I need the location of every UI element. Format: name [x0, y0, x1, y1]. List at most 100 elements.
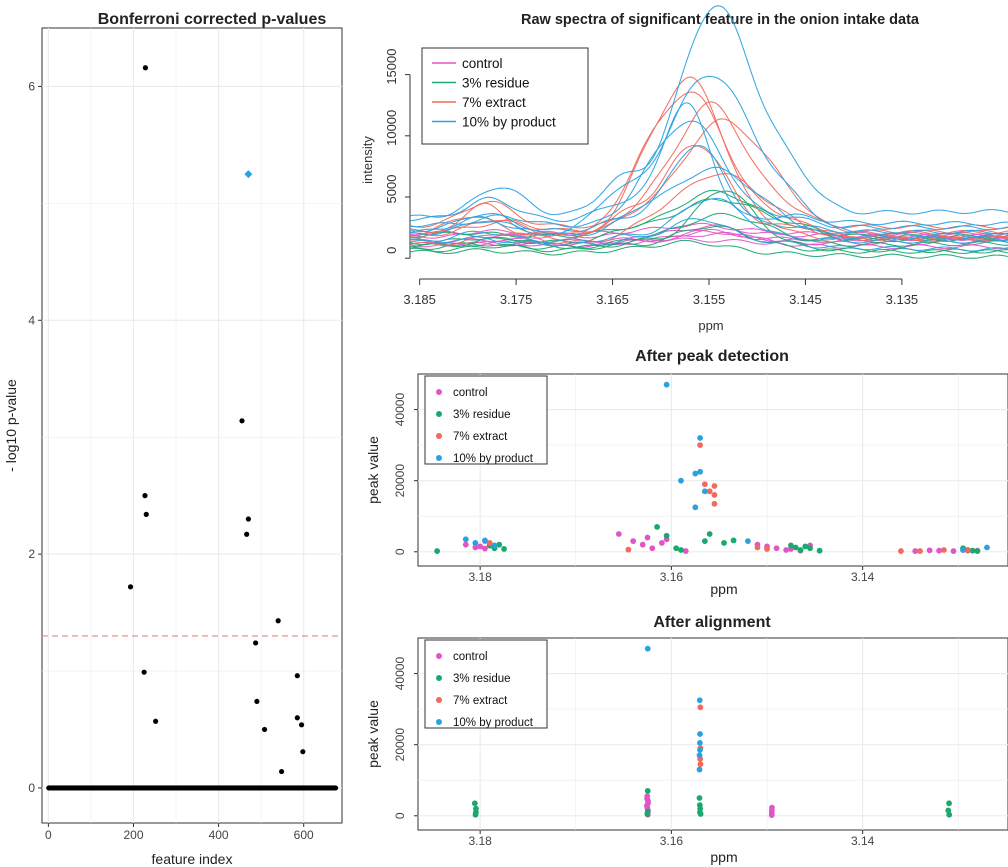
peakdet-point: [802, 543, 809, 550]
pvalue-xtick-label: 600: [294, 828, 314, 842]
peakdet-legend-swatch: [436, 455, 442, 461]
peakdet-point: [898, 548, 904, 554]
pvalue-point: [244, 531, 250, 537]
peakdet-point: [912, 548, 919, 554]
pvalue-point: [143, 511, 149, 517]
peakdet-point: [434, 548, 441, 554]
aligned-point: [946, 800, 952, 807]
pvalue-xtick-label: 400: [209, 828, 229, 842]
pvalue-point: [261, 726, 268, 733]
peakdet-point: [482, 537, 488, 544]
aligned-point: [696, 795, 703, 801]
peakdet-point: [745, 538, 751, 545]
pvalue-point: [254, 698, 260, 705]
peakdet-point: [960, 547, 966, 553]
spectra-legend-label: control: [462, 56, 503, 71]
peakdet-ytick-label: 40000: [393, 393, 407, 427]
peakdet-point: [697, 468, 703, 475]
pvalue-point: [127, 584, 134, 590]
peakdet-point: [501, 546, 507, 552]
aligned-xlabel: ppm: [710, 849, 737, 865]
peakdet-point: [754, 544, 761, 551]
aligned-ytick-label: 40000: [393, 657, 407, 691]
peakdet-point: [678, 477, 684, 484]
peakdet-ytick-label: 0: [393, 548, 407, 555]
pvalue-plot-area: [41, 27, 343, 824]
peakdet-point: [692, 470, 699, 477]
peakdet-point: [472, 539, 479, 546]
aligned-point: [697, 747, 703, 753]
spectra-series-line: [409, 222, 1008, 237]
aligned-legend: [424, 639, 548, 729]
peakdet-point: [706, 488, 713, 495]
spectra-series-line: [409, 218, 1008, 252]
aligned-point: [644, 787, 651, 794]
peakdet-point: [764, 546, 770, 552]
peakdet-point: [711, 483, 718, 489]
peakdet-point: [639, 541, 646, 548]
peakdet-title: After peak detection: [635, 348, 789, 365]
peakdet-point: [658, 539, 665, 546]
spectra-series-line: [409, 166, 1008, 241]
spectra-series-line: [409, 102, 1008, 227]
spectra-legend-label: 7% extract: [462, 95, 526, 110]
peakdet-point: [701, 538, 708, 545]
peakdet-point: [711, 491, 718, 498]
peakdet-point: [773, 545, 780, 552]
peakdet-point: [706, 531, 713, 537]
spectra-title: Raw spectra of significant feature in th…: [521, 12, 920, 28]
aligned-point: [697, 704, 704, 711]
spectra-ytick-label: 10000: [384, 110, 399, 146]
peakdet-point: [697, 442, 703, 449]
spectra-legend-label: 10% by product: [462, 115, 556, 130]
spectra-series-line: [409, 228, 1008, 250]
spectra-chart: Raw spectra of significant feature in th…: [360, 5, 1008, 333]
aligned-legend-swatch: [436, 653, 442, 659]
peakdet-point: [649, 545, 656, 552]
peakdet-point: [974, 548, 981, 554]
spectra-legend: [421, 47, 589, 145]
peakdet-point: [936, 547, 943, 554]
aligned-legend-swatch: [436, 675, 442, 681]
peakdet-point: [816, 547, 823, 554]
aligned-chart: After alignment 3.18 3.16 3.14 0 20000 40000 pp…: [365, 614, 1008, 865]
spectra-series-line: [409, 239, 1008, 259]
peakdet-point: [663, 532, 670, 539]
peakdet-point: [926, 547, 933, 554]
peakdet-point: [783, 547, 790, 553]
pvalue-point: [141, 669, 147, 675]
pvalue-point: [239, 418, 245, 424]
peakdet-point: [797, 547, 804, 553]
peakdet-point: [697, 435, 703, 441]
peakdet-point: [482, 545, 488, 552]
spectra-ytick-label: 0: [384, 247, 399, 254]
spectra-series-line: [409, 76, 1008, 241]
spectra-ytick-label: 5000: [384, 175, 399, 204]
peakdet-point: [950, 548, 957, 554]
peakdet-xtick-label: 3.18: [468, 570, 492, 584]
aligned-title: After alignment: [653, 614, 771, 631]
peakdet-legend-label: 10% by product: [453, 453, 534, 465]
pvalue-point: [300, 749, 306, 755]
aligned-point: [644, 645, 651, 652]
pvalue-point: [253, 640, 259, 646]
pvalue-ylabel: - log10 p-value: [3, 379, 19, 472]
peakdet-chart: After peak detection 3.18 3.16 3.14 0 20000 40…: [365, 348, 1008, 597]
peakdet-point: [663, 381, 670, 388]
peakdet-point: [964, 547, 971, 554]
pvalue-point: [294, 715, 300, 721]
peakdet-point: [682, 548, 689, 554]
peakdet-point: [692, 504, 699, 511]
aligned-xtick-label: 3.16: [660, 834, 684, 848]
peakdet-legend-swatch: [436, 389, 442, 395]
aligned-point: [946, 811, 953, 818]
peakdet-point: [788, 542, 794, 549]
peakdet-point: [678, 547, 684, 553]
aligned-legend-label: 10% by product: [453, 717, 534, 729]
aligned-point: [644, 808, 651, 815]
aligned-point: [471, 800, 478, 807]
peakdet-xtick-label: 3.14: [851, 570, 875, 584]
pvalue-chart: Bonferroni corrected p-values 0 200 400 600 0…: [3, 11, 343, 867]
pvalue-point: [294, 673, 300, 679]
